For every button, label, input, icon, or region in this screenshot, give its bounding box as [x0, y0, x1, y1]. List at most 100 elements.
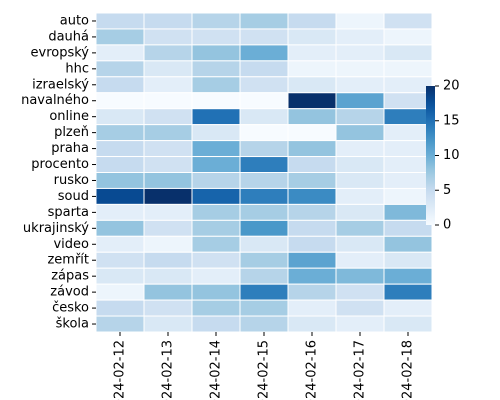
heatmap-cell: [143, 251, 193, 269]
y-tick-label: dauhá: [48, 29, 89, 44]
heatmap-cell: [335, 76, 385, 94]
heatmap-cell: [335, 172, 385, 189]
heatmap-cell: [287, 267, 337, 285]
colorbar-gradient: [426, 86, 435, 225]
heatmap-cell: [383, 267, 433, 285]
heatmap-cell: [95, 60, 145, 78]
heatmap-cell: [95, 219, 145, 237]
heatmap-cell: [287, 235, 337, 253]
heatmap-cell: [143, 203, 193, 221]
heatmap-cell: [191, 92, 241, 110]
heatmap-cell: [239, 251, 289, 269]
heatmap-cell: [239, 124, 289, 142]
heatmap-cell: [383, 60, 433, 78]
heatmap-cell: [383, 140, 433, 158]
heatmap-cell: [383, 315, 433, 333]
colorbar-tick-label: 10: [443, 148, 460, 163]
colorbar-tick-label: 15: [443, 113, 460, 128]
heatmap-cell: [335, 235, 385, 253]
heatmap-cell: [239, 108, 289, 126]
heatmap-cell: [95, 28, 145, 46]
heatmap-cell: [287, 60, 337, 78]
heatmap-cell: [239, 140, 289, 158]
heatmap-cell: [191, 76, 241, 94]
x-axis-labels: 2024-02-12 2024-02-13 2024-02-14 2024-02-15…: [113, 332, 416, 400]
heatmap-cell: [383, 12, 433, 30]
heatmap-cell: [143, 108, 193, 126]
x-tick-label: 2024-02-12: [113, 340, 128, 400]
heatmap-cell: [287, 251, 337, 269]
heatmap-cell: [95, 235, 145, 253]
heatmap-cell: [143, 44, 193, 62]
heatmap-cell: [383, 92, 433, 110]
heatmap-cell: [191, 235, 241, 253]
heatmap-cell: [191, 108, 241, 126]
heatmap-cell: [143, 283, 193, 301]
heatmap-cell: [95, 140, 145, 158]
heatmap-cell: [335, 28, 385, 46]
y-tick-label: závod: [50, 285, 89, 300]
heatmap-cell: [383, 187, 433, 205]
heatmap-cell: [95, 315, 145, 333]
heatmap-cell: [143, 187, 193, 205]
heatmap-cell: [191, 140, 241, 158]
heatmap-cell: [287, 140, 337, 158]
heatmap-cell: [335, 124, 385, 142]
heatmap-cell: [95, 124, 145, 142]
y-tick-label: rusko: [54, 173, 89, 188]
heatmap-cell: [239, 219, 289, 237]
heatmap-cell: [143, 92, 193, 110]
heatmap-cell: [95, 187, 145, 205]
y-tick-label: zemřít: [47, 253, 89, 268]
y-tick-label: hhc: [65, 61, 89, 76]
heatmap-cell: [143, 235, 193, 253]
heatmap-cell: [239, 12, 289, 30]
heatmap-cell: [143, 124, 193, 142]
heatmap-cell: [95, 44, 145, 62]
heatmap-cell: [383, 251, 433, 269]
heatmap-cell: [143, 267, 193, 285]
heatmap-cell: [239, 267, 289, 285]
x-tick-label: 2024-02-18: [401, 340, 416, 400]
heatmap-cell: [191, 12, 241, 30]
y-tick-label: auto: [60, 13, 89, 28]
y-tick-label: škola: [56, 317, 89, 332]
heatmap-cell: [287, 12, 337, 30]
heatmap-cell: [287, 219, 337, 237]
colorbar-tick-label: 0: [443, 218, 451, 233]
colorbar-tick-label: 5: [443, 183, 451, 198]
heatmap-cell: [239, 283, 289, 301]
y-tick-label: online: [49, 109, 89, 124]
heatmap-cell: [191, 28, 241, 46]
heatmap-cell: [143, 219, 193, 237]
y-tick-label: video: [53, 237, 89, 252]
heatmap-cell: [143, 76, 193, 94]
heatmap-cells: [95, 12, 433, 333]
x-tick-label: 2024-02-16: [305, 340, 320, 400]
heatmap-cell: [239, 235, 289, 253]
heatmap-cell: [191, 44, 241, 62]
heatmap-cell: [287, 76, 337, 94]
heatmap-cell: [95, 299, 145, 317]
y-tick-label: praha: [51, 141, 89, 156]
heatmap-cell: [143, 156, 193, 174]
heatmap-cell: [383, 44, 433, 62]
x-tick-label: 2024-02-15: [257, 340, 272, 400]
y-tick-label: soud: [58, 189, 89, 204]
heatmap-cell: [287, 172, 337, 189]
heatmap-cell: [191, 219, 241, 237]
y-tick-label: navalného: [21, 93, 89, 108]
y-tick-label: evropský: [31, 45, 90, 60]
heatmap-cell: [239, 315, 289, 333]
heatmap-cell: [335, 156, 385, 174]
heatmap-cell: [287, 315, 337, 333]
heatmap-cell: [191, 299, 241, 317]
heatmap-cell: [95, 92, 145, 110]
heatmap-cell: [287, 203, 337, 221]
heatmap-cell: [287, 299, 337, 317]
heatmap-cell: [287, 92, 337, 110]
heatmap-cell: [239, 203, 289, 221]
y-axis-labels: autodauháevropskýhhcizraelskýnavalnéhoon…: [21, 13, 96, 332]
heatmap-cell: [191, 315, 241, 333]
heatmap-cell: [383, 172, 433, 189]
